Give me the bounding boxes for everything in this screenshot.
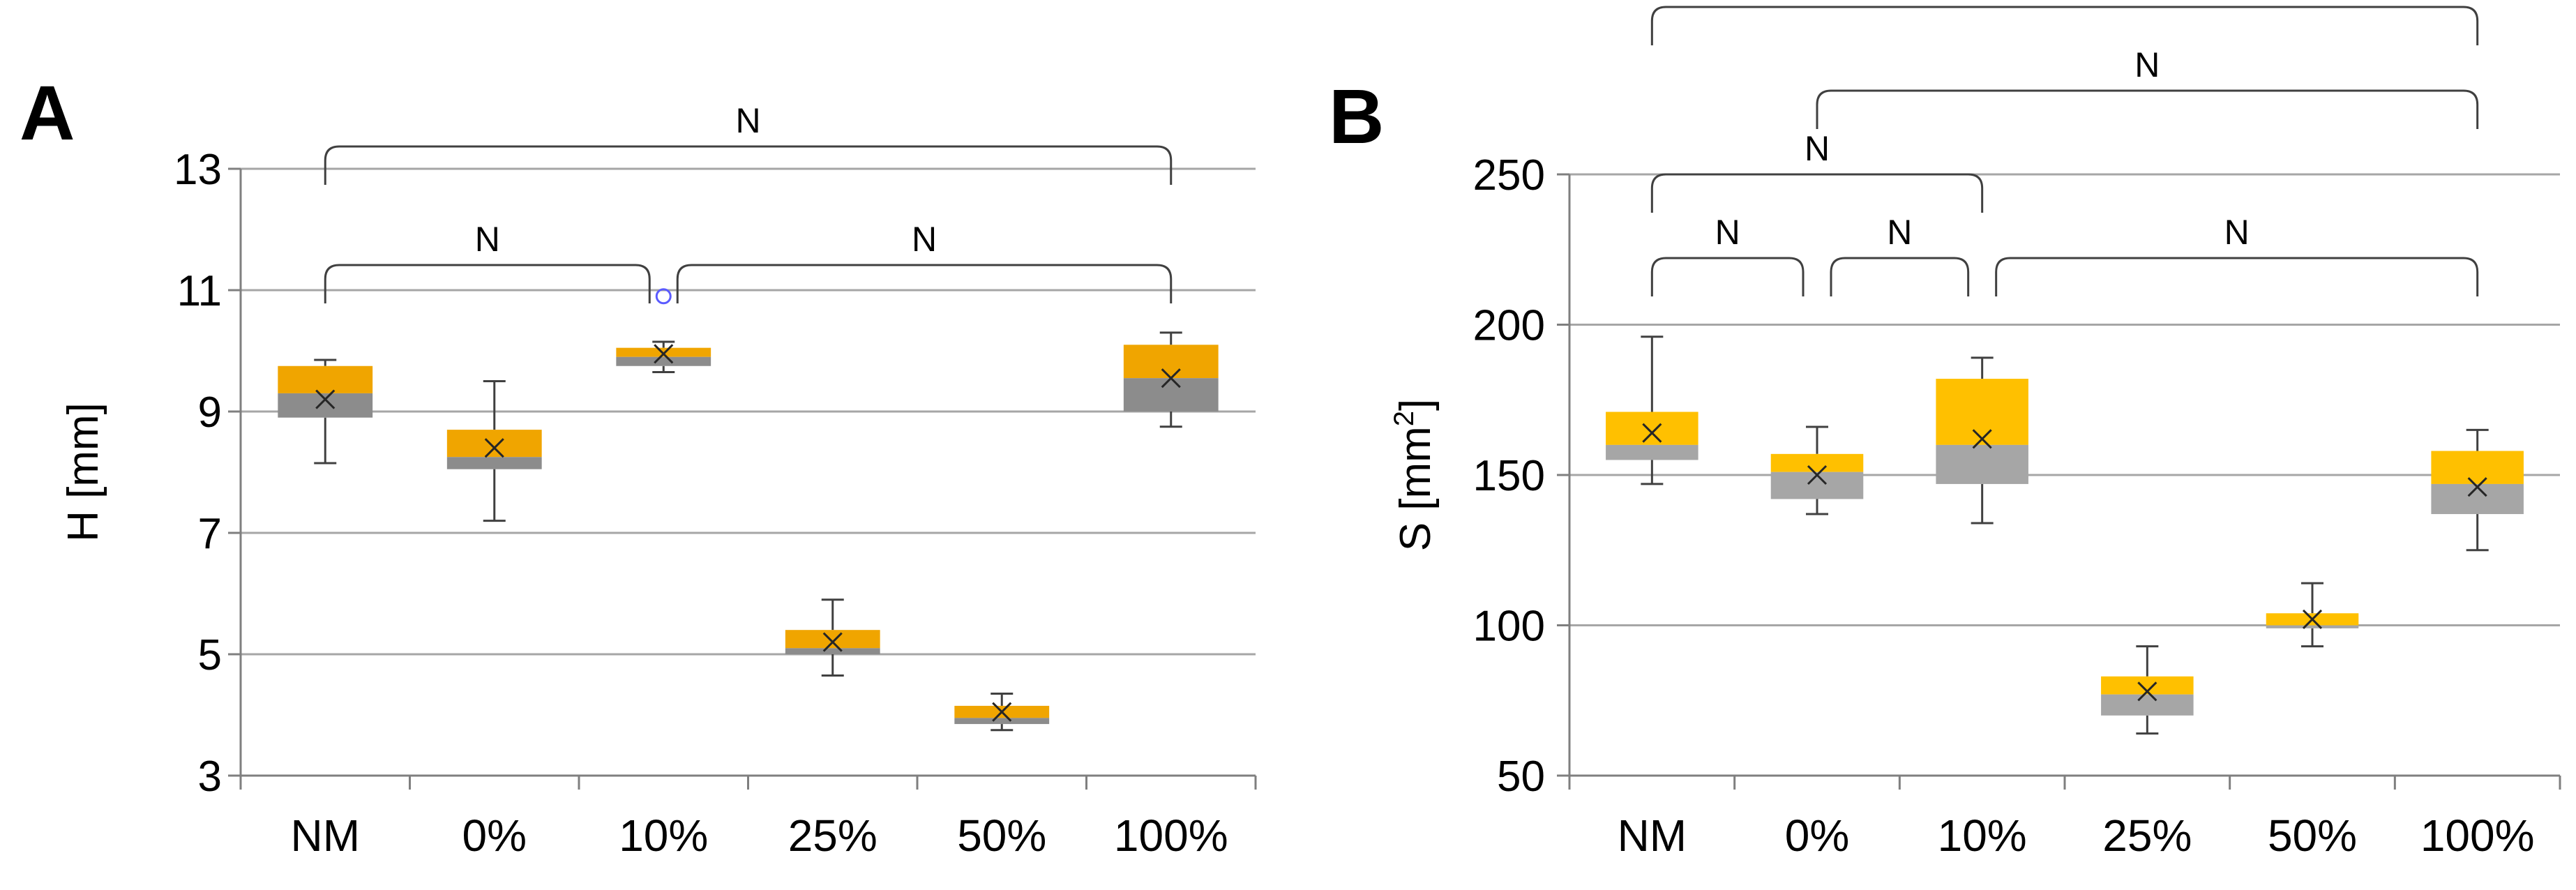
category-label: NM <box>290 810 360 861</box>
box-upper <box>1936 379 2028 445</box>
y-tick-label: 9 <box>198 389 222 437</box>
mean-marker <box>1161 368 1181 389</box>
mean-marker <box>2467 477 2487 497</box>
significance-bracket <box>1830 257 1970 296</box>
panel-a: 3 5 7 9 11 13 NM 0% 10% 25% 50% 100% A H [mm] N N N <box>20 70 1257 861</box>
category-label: 25% <box>2102 810 2192 861</box>
box-lower <box>2101 694 2194 716</box>
category-label: 100% <box>2420 810 2535 861</box>
mean-marker <box>315 389 336 409</box>
y-tick-label: 100 <box>1473 603 1545 651</box>
box-lower <box>1936 444 2028 484</box>
significance-label: N <box>1887 213 1912 252</box>
box-50% <box>2266 582 2359 648</box>
box-lower <box>954 718 1050 725</box>
box-10% <box>616 340 711 373</box>
box-upper <box>1770 453 1864 472</box>
category-label: 50% <box>957 810 1046 861</box>
mean-marker <box>654 344 674 364</box>
category-label: NM <box>1618 810 1687 861</box>
box-upper <box>278 365 373 393</box>
box-lower <box>278 393 373 418</box>
box-lower <box>446 457 542 469</box>
panel-label: A <box>20 70 75 156</box>
significance-bracket <box>324 145 1173 185</box>
category-label: 50% <box>2268 810 2357 861</box>
y-tick-label: 200 <box>1473 302 1545 350</box>
y-tick-label: 7 <box>198 510 222 558</box>
mean-marker <box>2302 609 2323 629</box>
significance-label: N <box>1715 213 1740 252</box>
significance-bracket <box>1650 6 2479 45</box>
y-tick-label: 150 <box>1473 452 1545 500</box>
significance-label: N <box>475 220 500 259</box>
y-tick-label: 3 <box>198 753 222 801</box>
box-upper <box>616 347 711 357</box>
outlier-point <box>655 288 672 305</box>
box-upper <box>446 430 542 458</box>
box-upper <box>1123 345 1219 379</box>
box-lower <box>2431 483 2524 515</box>
category-label: 0% <box>462 810 527 861</box>
y-tick-label: 13 <box>174 146 222 194</box>
box-50% <box>954 693 1050 732</box>
category-label: 100% <box>1114 810 1228 861</box>
y-tick-label: 11 <box>177 267 222 315</box>
mean-marker <box>484 438 504 458</box>
significance-label: N <box>735 101 760 140</box>
box-lower <box>616 356 711 366</box>
box-25% <box>785 598 880 677</box>
mean-marker <box>2137 681 2157 702</box>
category-label: 10% <box>1938 810 2027 861</box>
significance-label: N <box>2224 213 2250 252</box>
y-axis-label-superscript: 2 <box>1389 411 1419 426</box>
mean-marker <box>992 702 1012 722</box>
box-upper <box>1606 412 1698 445</box>
box-lower <box>1123 378 1219 412</box>
box-100% <box>1123 331 1219 428</box>
significance-label: N <box>1805 129 1830 168</box>
box-lower <box>1770 472 1864 499</box>
box-lower <box>1606 444 1698 460</box>
significance-label: N <box>912 220 937 259</box>
box-0% <box>446 380 542 522</box>
box-10% <box>1936 356 2028 525</box>
box-100% <box>2431 428 2524 552</box>
y-axis-label-end: ] <box>1392 399 1440 411</box>
box-NM <box>1606 335 1698 485</box>
significance-bracket <box>1995 257 2479 296</box>
y-axis-label-text: S [mm <box>1392 426 1440 551</box>
box-25% <box>2101 645 2194 735</box>
significance-label: N <box>2134 45 2160 84</box>
mean-marker <box>1807 465 1828 485</box>
category-label: 10% <box>619 810 708 861</box>
y-tick-label: 250 <box>1473 151 1545 199</box>
box-NM <box>278 359 373 465</box>
category-label: 25% <box>788 810 878 861</box>
category-label: 0% <box>1785 810 1850 861</box>
significance-bracket <box>676 264 1173 303</box>
significance-bracket <box>1650 173 1984 213</box>
mean-marker <box>1642 423 1662 443</box>
panel-b: 50 100 150 200 250 NM 0% 10% 25% 50% 100% B S [mm2] N… <box>1329 0 2561 861</box>
y-tick-label: 5 <box>198 631 222 679</box>
panel-label: B <box>1329 74 1384 160</box>
mean-marker <box>822 632 843 652</box>
y-axis-label-text: H [mm] <box>59 402 107 542</box>
box-upper <box>785 630 880 649</box>
box-upper <box>2431 451 2524 484</box>
significance-bracket <box>324 264 651 303</box>
y-axis-label: S [mm2] <box>1389 399 1440 552</box>
y-tick-label: 50 <box>1497 753 1545 801</box>
significance-bracket <box>1816 89 2479 129</box>
significance-bracket <box>1650 257 1805 296</box>
y-axis-label: H [mm] <box>59 402 107 542</box>
box-lower <box>2266 625 2359 628</box>
box-lower <box>785 648 880 654</box>
box-0% <box>1770 425 1864 515</box>
significance-label: N <box>2052 0 2077 1</box>
mean-marker <box>1972 429 1992 449</box>
